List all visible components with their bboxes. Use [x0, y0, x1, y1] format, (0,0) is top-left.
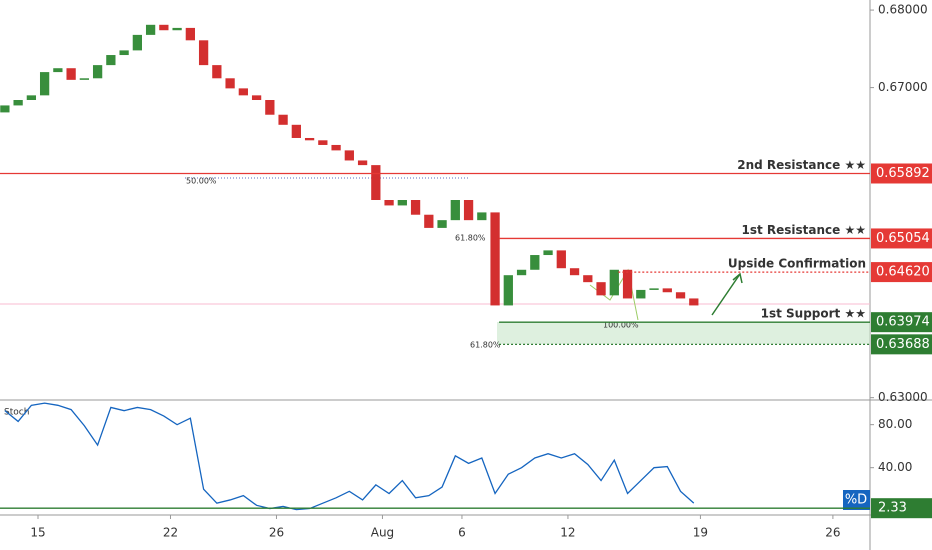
candle-body	[92, 65, 103, 79]
candle-body	[516, 269, 527, 276]
candle-body	[437, 220, 447, 228]
y-tick-label: 0.63000	[878, 390, 928, 404]
fib-label: 61.80%	[470, 341, 501, 350]
candle-body	[225, 78, 235, 89]
candle-body	[172, 27, 182, 31]
candle-body	[543, 250, 553, 256]
candle-body	[530, 255, 540, 270]
candle-body	[119, 50, 129, 56]
x-tick-label: 26	[825, 526, 840, 540]
candle-body	[503, 275, 513, 306]
candle-body	[106, 55, 116, 66]
candle-body	[212, 65, 222, 79]
candle-body	[675, 292, 686, 299]
candle-body	[238, 88, 248, 96]
price-tag	[871, 163, 932, 184]
y-tick-label: 40.00	[878, 460, 912, 474]
candle-body	[291, 124, 301, 138]
candle-body	[556, 250, 566, 269]
candle-body	[145, 24, 156, 35]
price-tag-label: 0.63974	[876, 315, 930, 330]
candle-body	[357, 160, 368, 166]
candle-body	[583, 275, 593, 283]
candle-body	[132, 34, 142, 51]
stoch-line	[4, 402, 695, 511]
level-label: Upside Confirmation	[728, 257, 866, 271]
candle-body	[39, 72, 50, 96]
price-tag	[871, 228, 932, 249]
support-zone	[497, 322, 870, 344]
price-tag	[871, 262, 932, 283]
x-tick-label: 6	[458, 526, 466, 540]
candle-body	[424, 214, 434, 228]
candle-body	[689, 298, 699, 306]
candle-body	[159, 24, 169, 31]
candle-body	[0, 105, 10, 113]
candle-body	[265, 100, 275, 115]
x-tick-label: 12	[560, 526, 575, 540]
x-tick-label: 22	[163, 526, 178, 540]
candle-body	[13, 100, 23, 106]
price-tag	[871, 334, 932, 355]
x-tick-label: Aug	[371, 526, 394, 540]
stoch-legend: %D	[845, 493, 867, 508]
candle-body	[477, 212, 487, 221]
candle-body	[662, 288, 672, 293]
candle-body	[53, 68, 63, 73]
candle-body	[331, 144, 341, 151]
candle-body	[609, 269, 619, 296]
level-label: 1st Support ★★	[761, 307, 866, 321]
candle-body	[185, 27, 195, 41]
x-tick-label: 15	[30, 526, 45, 540]
candle-body	[278, 114, 288, 125]
x-tick-label: 19	[693, 526, 708, 540]
stoch-name: Stoch	[4, 408, 29, 418]
y-tick-label: 0.68000	[878, 3, 928, 17]
candle-body	[318, 140, 328, 145]
candle-body	[622, 269, 633, 299]
y-tick-label: 80.00	[878, 417, 912, 431]
candle-body	[26, 95, 37, 100]
y-tick-label: 0.67000	[878, 80, 928, 94]
candle-body	[596, 282, 606, 296]
price-tag	[871, 312, 932, 333]
candle-body	[490, 212, 500, 306]
candle-body	[450, 200, 460, 221]
candle-body	[344, 150, 354, 161]
candle-body	[304, 137, 315, 141]
fib-label: 50.00%	[186, 177, 217, 186]
price-tag	[871, 498, 932, 519]
candle-body	[66, 68, 76, 80]
candle-body	[649, 288, 659, 290]
price-tag-label: 0.65892	[876, 166, 930, 181]
arrow-head	[732, 272, 743, 284]
arrow	[711, 273, 741, 316]
level-label: 1st Resistance ★★	[741, 223, 866, 237]
candle-body	[79, 78, 90, 80]
price-tag-label: 0.65054	[876, 231, 930, 246]
candle-body	[384, 200, 394, 206]
candle-body	[198, 40, 209, 66]
candle-body	[636, 289, 646, 299]
fib-label: 61.80%	[455, 234, 486, 243]
price-tag-label: 2.33	[878, 501, 907, 516]
level-label: 2nd Resistance ★★	[737, 158, 866, 172]
candle-body	[397, 200, 407, 206]
candle-body	[371, 165, 381, 200]
candle-body	[410, 200, 421, 215]
candle-body	[569, 268, 580, 276]
candle-body	[463, 200, 474, 221]
fib-label: 100.00%	[603, 321, 639, 330]
x-tick-label: 26	[269, 526, 284, 540]
price-tag-label: 0.63688	[876, 337, 930, 352]
candle-body	[251, 95, 262, 100]
stoch-legend-box	[843, 490, 870, 510]
price-tag-label: 0.64620	[876, 265, 930, 280]
